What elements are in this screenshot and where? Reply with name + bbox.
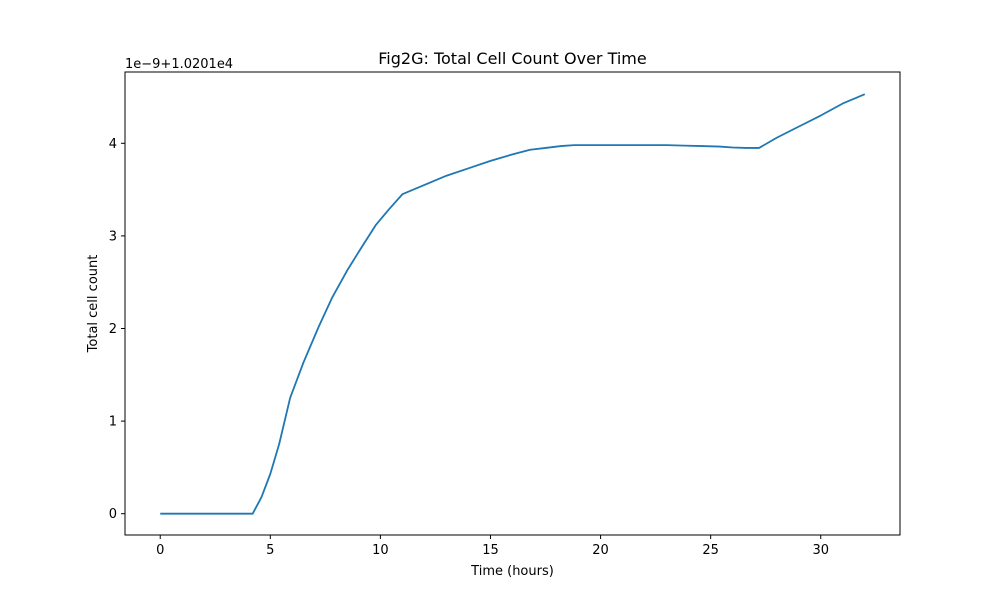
y-tick-label: 1: [109, 415, 117, 430]
x-tick-label: 30: [812, 543, 829, 558]
x-tick-label: 0: [156, 543, 164, 558]
y-tick-label: 0: [109, 507, 117, 522]
series-line-0: [160, 93, 866, 515]
y-tick-label: 2: [109, 322, 117, 337]
plot-area: [160, 93, 866, 515]
y-tick-label: 3: [109, 229, 117, 244]
axes-frame: [124, 71, 901, 536]
y-axis-label: Total cell count: [86, 255, 101, 354]
x-tick-label: 20: [592, 543, 609, 558]
y-axis-offset-label: 1e−9+1.0201e4: [125, 57, 233, 72]
x-axis-ticks: 0 5 10 15 20 25 30: [156, 535, 829, 558]
x-tick-label: 10: [372, 543, 389, 558]
y-axis-ticks: 0 1 2 3 4: [109, 137, 125, 522]
y-tick-label: 4: [109, 137, 117, 152]
x-tick-label: 25: [702, 543, 719, 558]
x-axis-label: Time (hours): [470, 564, 554, 579]
x-tick-label: 5: [266, 543, 274, 558]
chart-title: Fig2G: Total Cell Count Over Time: [378, 49, 646, 68]
x-tick-label: 15: [482, 543, 499, 558]
